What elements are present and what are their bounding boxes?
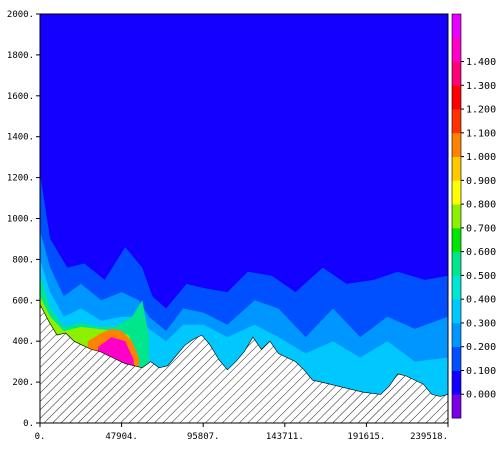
colorbar-swatch [452, 204, 461, 229]
y-tick-label: 1400. [7, 133, 34, 143]
y-tick-label: 1000. [7, 215, 34, 225]
colorbar-swatch [452, 132, 461, 157]
colorbar-label: 0.200 [466, 342, 496, 353]
colorbar-label: 1.000 [466, 152, 496, 163]
colorbar-label: 1.300 [466, 81, 496, 92]
x-axis-ticks: 0. 47904. 95807. 143711. 191615. 239518. [35, 423, 449, 442]
y-tick-label: 0. [23, 419, 34, 429]
colorbar-label: 0.300 [466, 318, 496, 329]
colorbar-swatch [452, 61, 461, 86]
y-tick-label: 800. [12, 255, 34, 265]
contour-layer [40, 14, 448, 423]
colorbar-swatch [452, 227, 461, 253]
colorbar-swatch [452, 109, 461, 134]
colorbar-swatch [452, 322, 461, 348]
colorbar: 0.000 0.100 0.200 0.300 0.400 0.500 0.600 0.700… [451, 13, 496, 419]
y-tick-label: 600. [12, 296, 34, 306]
colorbar-label: 0.000 [466, 390, 496, 401]
x-tick-label: 0. [35, 432, 46, 442]
colorbar-swatch [452, 275, 461, 300]
x-tick-label: 95807. [187, 432, 220, 442]
y-tick-label: 1600. [7, 92, 34, 102]
colorbar-label: 0.500 [466, 271, 496, 282]
x-tick-label: 47904. [105, 432, 138, 442]
y-axis-ticks: 0. 200. 400. 600. 800. 1000. 1200. 1400. 1600. 18… [7, 10, 40, 429]
colorbar-frame [451, 13, 462, 419]
y-tick-label: 200. [12, 378, 34, 388]
colorbar-swatch [452, 346, 461, 371]
colorbar-label: 0.600 [466, 247, 496, 258]
x-tick-label: 143711. [266, 432, 304, 442]
colorbar-swatch [452, 156, 461, 181]
colorbar-label: 0.100 [466, 366, 496, 377]
colorbar-swatch [452, 85, 461, 110]
colorbar-swatch [452, 14, 461, 39]
y-tick-label: 1800. [7, 51, 34, 61]
terrain-mask [40, 304, 448, 423]
colorbar-label: 1.100 [466, 128, 496, 139]
colorbar-label: 1.200 [466, 105, 496, 116]
y-tick-label: 2000. [7, 10, 34, 20]
colorbar-swatch [452, 180, 461, 205]
colorbar-label: 0.800 [466, 200, 496, 211]
colorbar-swatch [452, 394, 461, 419]
colorbar-swatch [452, 251, 461, 276]
colorbar-swatch [452, 370, 461, 395]
colorbar-swatch [452, 299, 461, 324]
colorbar-label: 1.400 [466, 57, 496, 68]
x-tick-label: 191615. [347, 432, 385, 442]
y-tick-label: 400. [12, 337, 34, 347]
colorbar-label: 0.700 [466, 223, 496, 234]
colorbar-swatch [452, 37, 461, 62]
colorbar-label: 0.900 [466, 176, 496, 187]
plot-area [39, 13, 449, 424]
colorbar-label: 0.400 [466, 295, 496, 306]
x-tick-label: 239518. [410, 432, 448, 442]
y-tick-label: 1200. [7, 174, 34, 184]
